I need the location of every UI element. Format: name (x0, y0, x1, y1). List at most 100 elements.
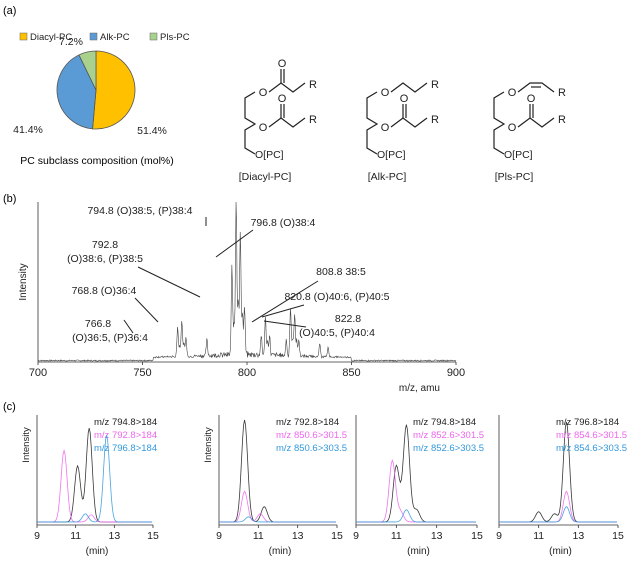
x-axis-label: (min) (269, 546, 292, 557)
oxygen-label: O (508, 122, 517, 134)
phosphocholine-label: O[PC] (377, 149, 406, 161)
spectrum-trace (37, 201, 457, 362)
trace-series-2 (356, 459, 476, 523)
legend-swatch-diacyl-pc (19, 32, 28, 41)
y-axis-label: Intensity (18, 263, 29, 300)
trace-series-3 (37, 435, 153, 523)
pie-slice-diacyl-pc (92, 50, 136, 130)
mass-spectrum: 700 750 800 850 900 m/z, amu Intensity 766.8 (O)… (18, 201, 465, 394)
x-axis-label: (min) (549, 546, 572, 557)
peak-label-792.8: 792.8 (92, 239, 118, 251)
chromatogram-1: 9 11 13 15 (min) Intensity m/z 794.8>184 m/z 79… (21, 415, 159, 557)
r-group-label: R (558, 114, 566, 126)
pie-title: PC subclass composition (mol%) (20, 155, 173, 167)
legend-entry-3: m/z 796.8>184 (94, 443, 157, 454)
r-group-label: R (309, 79, 317, 91)
peak-label-796.8: 796.8 (O)38:4 (251, 217, 316, 229)
legend-entry-2: m/z 854.6>301.5 (556, 430, 627, 441)
x-tick-label: 900 (447, 367, 465, 379)
y-axis-label: Intensity (203, 427, 214, 463)
oxygen-label: O (259, 122, 268, 134)
x-tick-label: 13 (108, 530, 120, 542)
pie-slice-alk-pc (56, 54, 97, 130)
legend-entry-1: m/z 796.8>184 (556, 417, 619, 428)
carbonyl-oxygen: O (278, 93, 287, 105)
legend-swatch-pls-pc (149, 32, 158, 41)
x-tick-label: 11 (533, 530, 544, 542)
legend-entry-3: m/z 854.6>303.5 (556, 443, 627, 454)
phosphocholine-label: O[PC] (504, 149, 533, 161)
legend-label-diacyl-pc: Diacyl-PC (30, 32, 72, 43)
peak-leader-line (251, 280, 319, 323)
x-tick-label: 15 (612, 530, 624, 542)
oxygen-label: O (259, 87, 268, 99)
x-axis-label: m/z, amu (399, 383, 440, 394)
x-tick-label: 9 (216, 530, 222, 542)
peak-leader-line (215, 229, 254, 258)
x-tick-label: 11 (391, 530, 402, 542)
legend-entry-2: m/z 852.6>301.5 (413, 430, 484, 441)
pie-legend: Diacyl-PC Alk-PC Pls-PC (19, 32, 190, 43)
carbonyl-oxygen: O (527, 93, 536, 105)
peak-leader-line (123, 319, 134, 334)
carbonyl-oxygen: O (278, 58, 287, 70)
legend-entry-1: m/z 792.8>184 (276, 417, 339, 428)
legend-entry-2: m/z 850.6>301.5 (276, 430, 347, 441)
x-tick-label: 750 (133, 367, 151, 379)
pie-chart: 51.4% 41.4% 7.2% (13, 36, 167, 137)
r-group-label: R (431, 79, 439, 91)
x-tick-label: 11 (253, 530, 264, 542)
panel-label-c: (c) (3, 401, 16, 413)
trace-series-3 (499, 506, 618, 523)
x-axis-label: (min) (407, 546, 430, 557)
legend-entry-2: m/z 792.8>184 (94, 430, 157, 441)
panel-label-a: (a) (3, 5, 16, 17)
x-tick-label: 11 (70, 530, 81, 542)
structure-name: [Pls-PC] (495, 171, 534, 183)
legend-entry-1: m/z 794.8>184 (94, 417, 157, 428)
structure-name: [Diacyl-PC] (239, 171, 292, 183)
legend-entry-3: m/z 852.6>303.5 (413, 443, 484, 454)
x-axis-label: (min) (86, 546, 109, 557)
carbonyl-oxygen: O (400, 93, 409, 105)
trace-series-2 (499, 490, 618, 523)
x-tick-label: 800 (238, 367, 256, 379)
legend-label-alk-pc: Alk-PC (100, 32, 130, 43)
oxygen-label: O (381, 87, 390, 99)
x-tick-label: 13 (431, 530, 443, 542)
r-group-label: R (431, 114, 439, 126)
pie-slice-pls-pc (78, 50, 97, 91)
y-axis-label: Intensity (21, 427, 32, 463)
peak-leader-line (134, 297, 159, 323)
trace-series-2 (37, 448, 153, 523)
x-tick-label: 9 (353, 530, 359, 542)
r-group-label: R (558, 87, 566, 99)
phosphocholine-label: O[PC] (255, 149, 284, 161)
chromatogram-3: 9 11 13 15 (min) m/z 794.8>184 m/z 852.6>301.5… (353, 415, 484, 557)
x-tick-label: 13 (572, 530, 584, 542)
oxygen-label: O (381, 122, 390, 134)
legend-entry-3: m/z 850.6>303.5 (276, 443, 347, 454)
panel-label-b: (b) (3, 193, 16, 205)
x-tick-label: 15 (471, 530, 483, 542)
peak-leader-line (263, 320, 307, 328)
x-tick-label: 13 (292, 530, 304, 542)
x-tick-label: 15 (147, 530, 159, 542)
trace-series-3 (356, 509, 476, 523)
structure-name: [Alk-PC] (368, 171, 407, 183)
x-tick-label: 850 (342, 367, 360, 379)
peak-leader-line (137, 266, 201, 298)
x-tick-label: 15 (331, 530, 343, 542)
chemical-structures: OOO[PC]OROR[Diacyl-PC]OOO[PC]ORR[Alk-PC]… (239, 58, 566, 183)
oxygen-label: O (508, 87, 517, 99)
peak-label-794.8: 794.8 (O)38:5, (P)38:4 (87, 205, 192, 217)
pie-label-pls: 7.2% (59, 36, 83, 48)
pie-label-diacyl: 51.4% (137, 125, 167, 137)
chromatogram-4: 9 11 13 15 (min) m/z 796.8>184 m/z 854.6>301.5… (496, 415, 627, 557)
x-tick-label: 9 (496, 530, 502, 542)
peak-label-820.8: 820.8 (O)40:6, (P)40:5 (284, 291, 389, 303)
legend-swatch-alk-pc (89, 32, 98, 41)
peak-leader-line (261, 304, 305, 318)
